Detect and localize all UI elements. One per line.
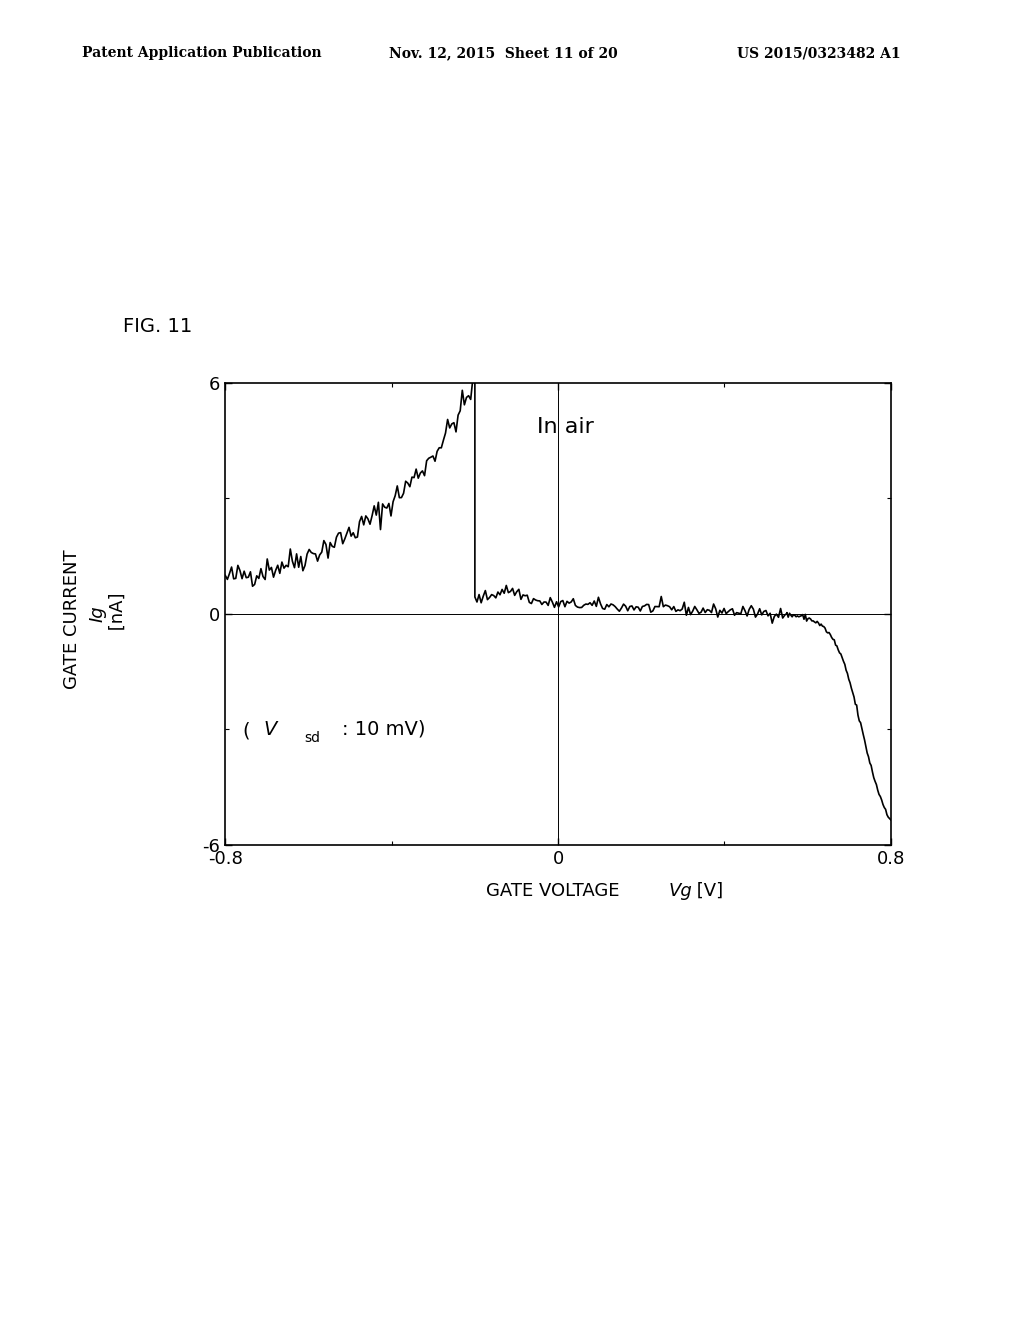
Text: FIG. 11: FIG. 11: [123, 317, 193, 335]
Text: (: (: [242, 722, 250, 741]
Text: US 2015/0323482 A1: US 2015/0323482 A1: [737, 46, 901, 61]
Text: [V]: [V]: [691, 882, 723, 900]
Text: sd: sd: [304, 731, 321, 746]
Text: Patent Application Publication: Patent Application Publication: [82, 46, 322, 61]
Text: $V$: $V$: [263, 719, 280, 739]
Text: Vg: Vg: [669, 882, 692, 900]
Text: In air: In air: [538, 417, 594, 437]
Text: Nov. 12, 2015  Sheet 11 of 20: Nov. 12, 2015 Sheet 11 of 20: [389, 46, 617, 61]
Text: : 10 mV): : 10 mV): [342, 719, 425, 739]
Text: Ig: Ig: [88, 606, 106, 622]
Text: GATE VOLTAGE: GATE VOLTAGE: [485, 882, 631, 900]
Text: GATE CURRENT: GATE CURRENT: [62, 539, 81, 689]
Text: [nA]: [nA]: [109, 593, 127, 635]
